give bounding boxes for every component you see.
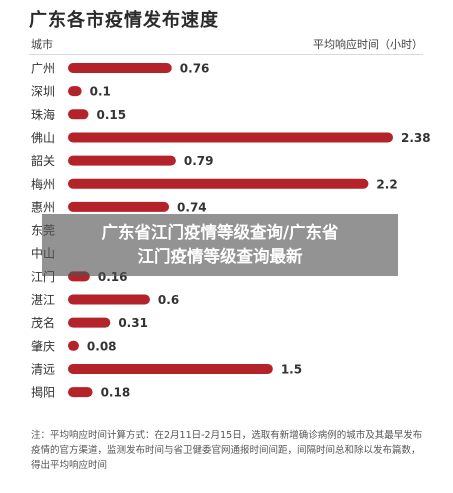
value-label: 2.38 bbox=[401, 131, 431, 145]
city-label: 珠海 bbox=[31, 107, 55, 122]
bar bbox=[68, 317, 111, 328]
value-label: 0.6 bbox=[158, 293, 179, 307]
bar bbox=[68, 201, 170, 212]
footnote: 注：平均响应时间计算方式：在2月11日-2月15日，选取有新增确诊病例的城市及其… bbox=[31, 430, 423, 471]
value-label: 0.31 bbox=[118, 316, 148, 330]
value-column-header: 平均响应时间（小时） bbox=[313, 38, 423, 51]
value-label: 1.5 bbox=[281, 362, 302, 376]
city-label: 深圳 bbox=[31, 85, 55, 99]
header-divider bbox=[29, 54, 423, 55]
city-label: 清远 bbox=[31, 362, 55, 376]
watermark-line-2: 江门疫情等级查询最新 bbox=[137, 247, 303, 266]
city-column-header: 城市 bbox=[31, 38, 53, 51]
bar bbox=[68, 387, 93, 398]
chart-title: 广东各市疫情发布速度 bbox=[29, 10, 219, 31]
watermark-overlay: 广东省江门疫情等级查询/广东省 江门疫情等级查询最新 bbox=[42, 214, 398, 276]
value-label: 0.76 bbox=[180, 62, 210, 76]
city-label: 揭阳 bbox=[31, 385, 55, 400]
value-label: 2.2 bbox=[376, 177, 397, 191]
value-label: 0.79 bbox=[184, 154, 214, 168]
bar bbox=[68, 178, 369, 189]
bar bbox=[68, 155, 176, 166]
bar bbox=[68, 86, 82, 97]
value-label: 0.74 bbox=[177, 200, 207, 214]
bar bbox=[68, 363, 273, 374]
bar bbox=[68, 132, 393, 143]
value-label: 0.1 bbox=[90, 85, 111, 99]
bar bbox=[68, 340, 79, 351]
city-label: 佛山 bbox=[31, 131, 55, 145]
city-label: 广州 bbox=[31, 62, 55, 76]
watermark-line-1: 广东省江门疫情等级查询/广东省 bbox=[101, 223, 339, 242]
city-label: 茂名 bbox=[31, 315, 55, 330]
value-label: 0.18 bbox=[101, 386, 131, 400]
city-label: 肇庆 bbox=[31, 338, 55, 353]
bar bbox=[68, 294, 150, 305]
city-label: 韶关 bbox=[31, 153, 55, 168]
bar-chart: 广州 0.76 深圳 0.1 珠海 0.15 佛山 2.38 韶关 0.79 梅州 2.2 惠州 0.74… bbox=[31, 62, 431, 400]
city-label: 梅州 bbox=[31, 176, 55, 191]
city-label: 惠州 bbox=[31, 200, 55, 214]
city-label: 湛江 bbox=[31, 293, 55, 307]
value-label: 0.15 bbox=[96, 108, 126, 122]
bar bbox=[68, 63, 172, 73]
bar bbox=[68, 109, 89, 120]
value-label: 0.08 bbox=[87, 339, 117, 353]
